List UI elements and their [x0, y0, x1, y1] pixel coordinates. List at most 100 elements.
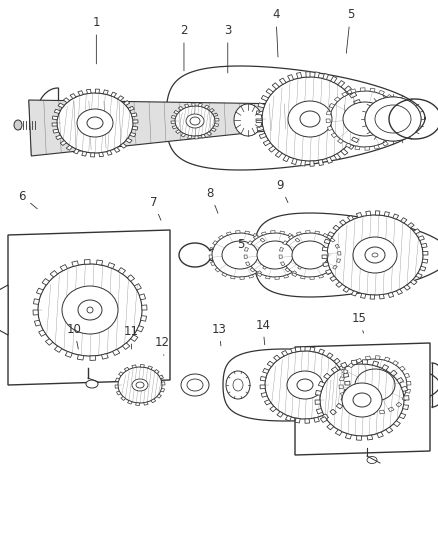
Polygon shape: [332, 265, 337, 269]
Polygon shape: [404, 285, 410, 290]
Polygon shape: [344, 389, 350, 393]
Polygon shape: [365, 147, 370, 150]
Ellipse shape: [282, 233, 338, 277]
Polygon shape: [336, 430, 342, 435]
Polygon shape: [201, 134, 205, 138]
Polygon shape: [141, 365, 145, 367]
Text: 13: 13: [212, 323, 226, 346]
Polygon shape: [155, 369, 159, 374]
Polygon shape: [310, 161, 314, 166]
Polygon shape: [178, 107, 183, 110]
Polygon shape: [373, 361, 379, 366]
Ellipse shape: [175, 106, 215, 136]
Polygon shape: [265, 276, 270, 279]
Polygon shape: [42, 279, 49, 285]
Polygon shape: [421, 243, 427, 248]
Polygon shape: [292, 273, 297, 277]
Polygon shape: [318, 160, 324, 166]
Polygon shape: [386, 427, 393, 433]
Polygon shape: [336, 403, 343, 409]
Polygon shape: [334, 154, 341, 160]
Polygon shape: [350, 89, 356, 93]
Polygon shape: [159, 375, 163, 379]
Polygon shape: [133, 120, 138, 123]
Polygon shape: [303, 252, 306, 255]
Polygon shape: [279, 78, 286, 84]
Polygon shape: [74, 149, 79, 154]
Polygon shape: [284, 274, 289, 278]
Polygon shape: [259, 133, 266, 139]
Polygon shape: [331, 133, 337, 138]
Polygon shape: [249, 274, 254, 278]
Text: 7: 7: [149, 196, 161, 220]
Polygon shape: [72, 261, 78, 266]
Polygon shape: [404, 373, 410, 378]
Polygon shape: [266, 88, 273, 95]
Text: 9: 9: [276, 179, 288, 203]
Polygon shape: [265, 400, 271, 405]
Polygon shape: [244, 247, 248, 251]
Polygon shape: [161, 389, 165, 392]
Polygon shape: [137, 326, 144, 332]
Ellipse shape: [287, 371, 323, 399]
Ellipse shape: [288, 101, 332, 137]
Ellipse shape: [372, 253, 378, 257]
Polygon shape: [286, 416, 291, 421]
Polygon shape: [191, 103, 195, 106]
Ellipse shape: [226, 371, 250, 399]
Polygon shape: [339, 377, 344, 381]
Polygon shape: [326, 119, 330, 123]
Polygon shape: [351, 291, 357, 296]
Polygon shape: [399, 366, 405, 371]
Polygon shape: [107, 150, 112, 155]
Polygon shape: [207, 132, 212, 135]
Polygon shape: [324, 239, 330, 244]
Polygon shape: [318, 349, 325, 354]
Polygon shape: [187, 135, 191, 139]
Polygon shape: [113, 349, 120, 356]
Ellipse shape: [38, 264, 142, 356]
Polygon shape: [240, 277, 244, 279]
Polygon shape: [54, 109, 60, 114]
Polygon shape: [131, 113, 137, 117]
Polygon shape: [84, 260, 90, 264]
Polygon shape: [331, 367, 338, 373]
Ellipse shape: [57, 93, 133, 153]
Polygon shape: [272, 83, 279, 89]
Polygon shape: [295, 238, 300, 242]
Polygon shape: [280, 262, 285, 266]
Polygon shape: [274, 355, 280, 361]
Polygon shape: [132, 365, 136, 368]
Polygon shape: [132, 126, 138, 130]
Ellipse shape: [233, 379, 243, 391]
Polygon shape: [347, 143, 354, 149]
Text: 8: 8: [207, 187, 218, 213]
Polygon shape: [328, 232, 334, 237]
Polygon shape: [60, 141, 67, 146]
Polygon shape: [119, 372, 123, 376]
Polygon shape: [393, 421, 400, 427]
Polygon shape: [212, 241, 217, 245]
Polygon shape: [131, 335, 138, 342]
Polygon shape: [402, 396, 407, 401]
Polygon shape: [399, 413, 406, 419]
Polygon shape: [222, 273, 227, 277]
Text: 4: 4: [272, 9, 280, 57]
Polygon shape: [402, 386, 408, 391]
Polygon shape: [282, 351, 288, 356]
Ellipse shape: [365, 97, 421, 141]
Polygon shape: [295, 418, 300, 423]
Text: 14: 14: [255, 319, 270, 345]
Polygon shape: [260, 238, 265, 242]
Polygon shape: [95, 89, 99, 93]
Polygon shape: [91, 153, 95, 157]
Ellipse shape: [234, 104, 262, 136]
Ellipse shape: [87, 307, 93, 313]
Polygon shape: [184, 104, 189, 108]
Polygon shape: [355, 146, 360, 150]
Polygon shape: [124, 101, 130, 106]
Polygon shape: [263, 265, 267, 269]
Polygon shape: [114, 148, 120, 152]
Polygon shape: [213, 113, 218, 116]
Text: 12: 12: [155, 336, 170, 356]
